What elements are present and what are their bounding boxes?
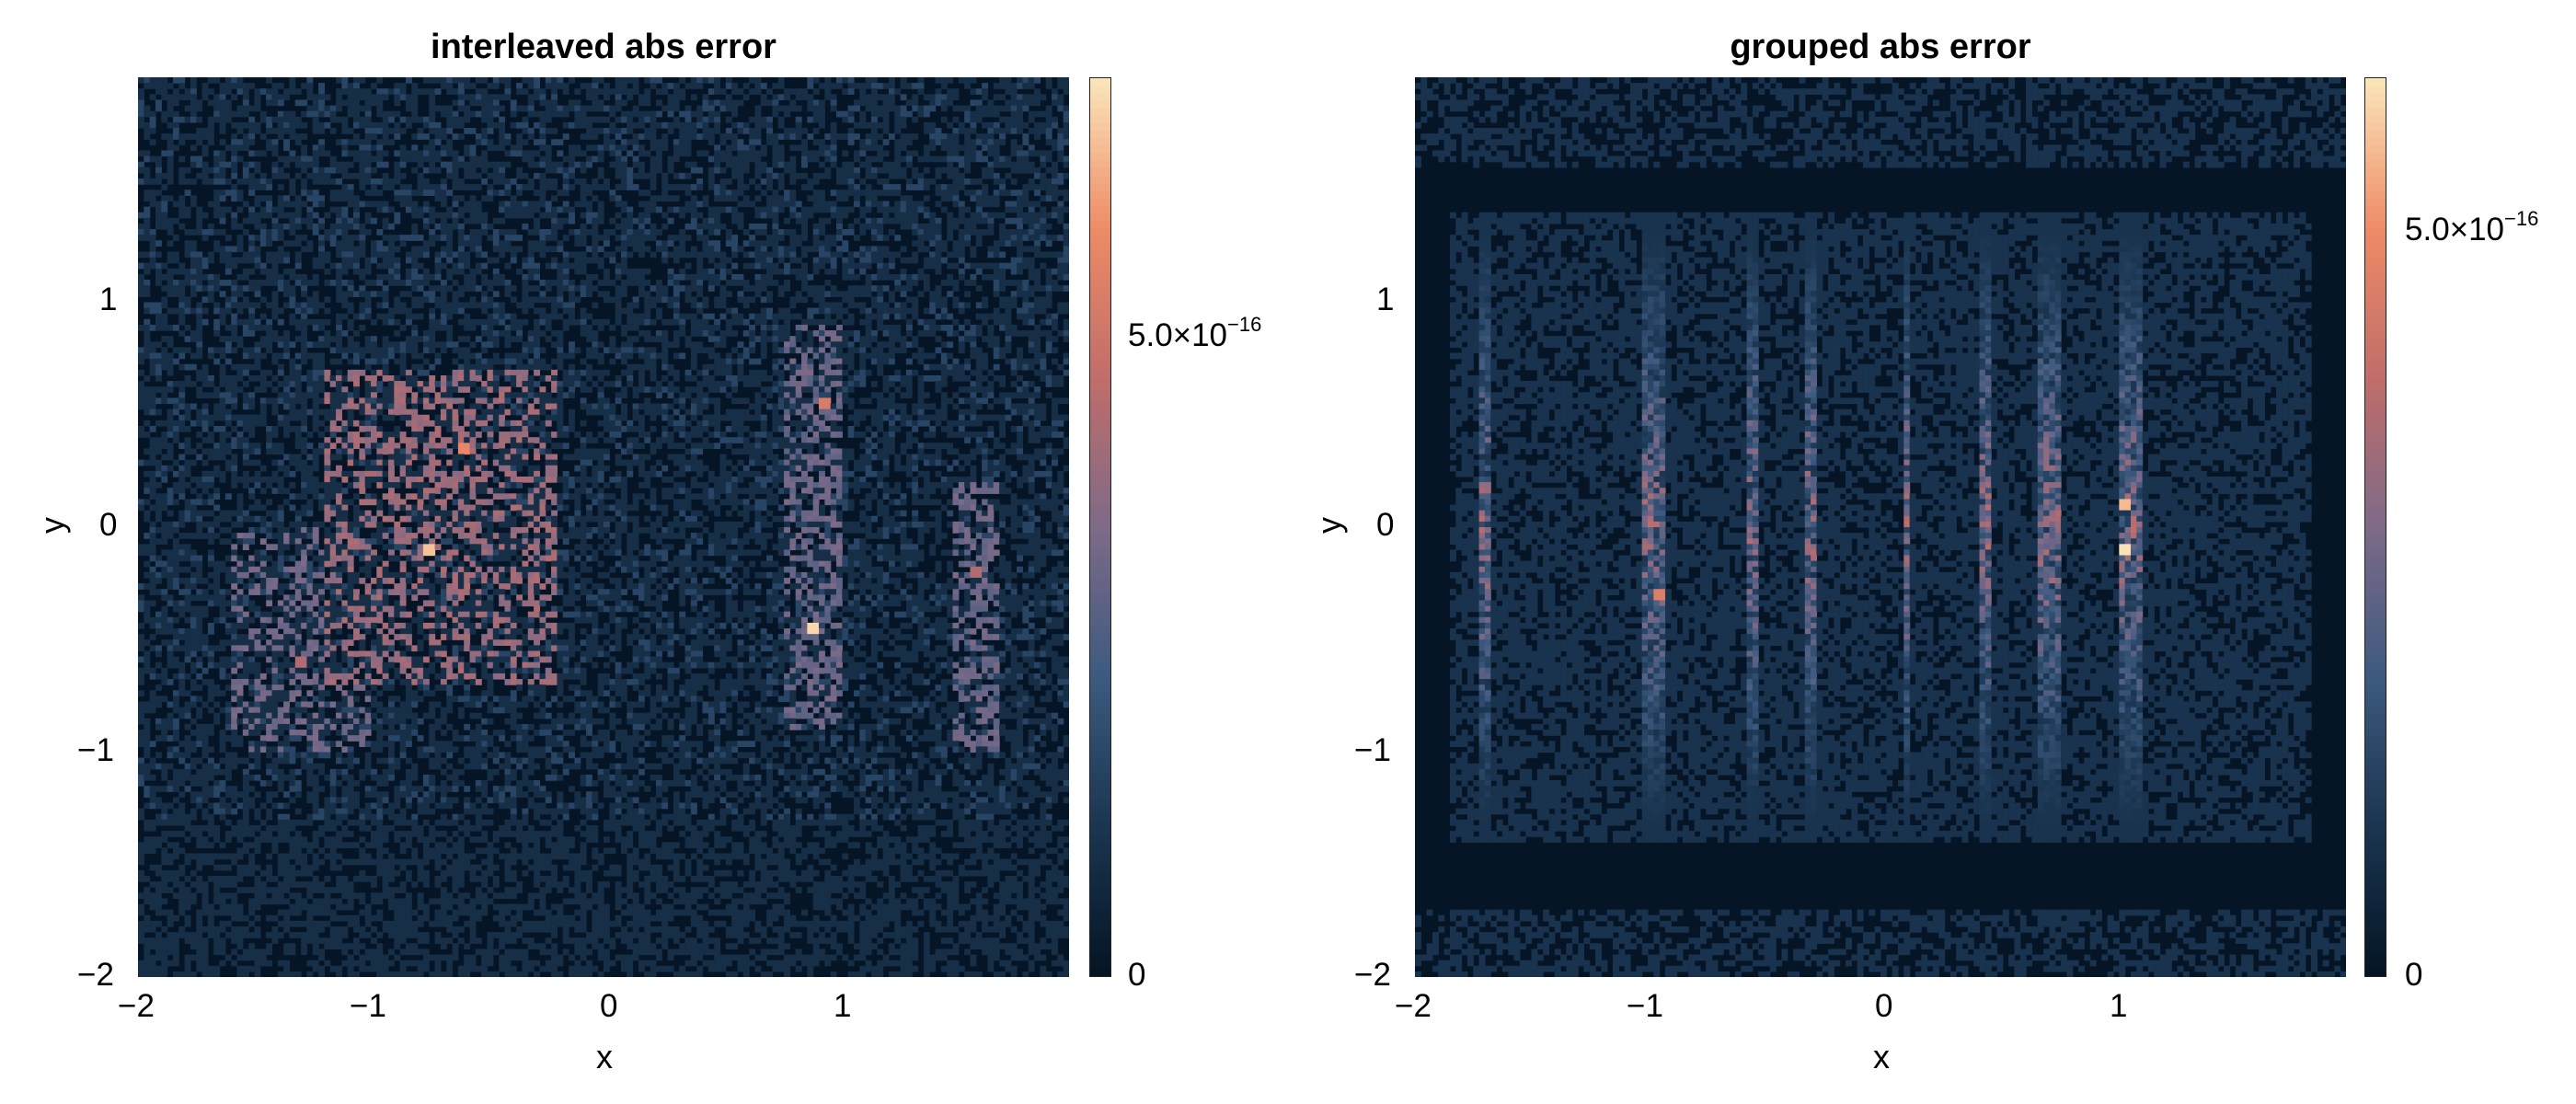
- y-tick-label: 0: [99, 507, 117, 544]
- x-tick-label: 1: [2110, 988, 2127, 1025]
- x-tick-label: 0: [1875, 988, 1892, 1025]
- heatmap-plot-area: [1415, 77, 2346, 977]
- y-tick-label: 0: [1376, 507, 1394, 544]
- y-tick-label: −2: [1354, 957, 1391, 994]
- heatmap-cells: [1415, 77, 2346, 977]
- x-axis-label: x: [596, 1038, 613, 1076]
- heatmap-plot-area: [138, 77, 1069, 977]
- colorbar: [1089, 77, 1111, 977]
- y-tick-label: −1: [77, 732, 114, 769]
- y-tick-label: 1: [99, 282, 117, 318]
- right-chart-panel: grouped abs error 0 5.0×10−16 −2 −1 0 1 …: [1288, 0, 2576, 1104]
- x-tick-label: −1: [350, 988, 386, 1025]
- left-chart-panel: interleaved abs error 0 5.0×10−16 −2 −1 …: [33, 28, 1261, 1076]
- x-tick-label: −2: [118, 988, 155, 1025]
- y-axis-label: y: [1310, 517, 1349, 534]
- colorbar-tick-label-0: 0: [2405, 957, 2422, 994]
- x-tick-label: 0: [600, 988, 617, 1025]
- x-tick-label: −2: [1395, 988, 1432, 1025]
- colorbar: [2364, 77, 2386, 977]
- colorbar-tick-label-0: 0: [1128, 957, 1145, 994]
- colorbar-gradient: [2365, 78, 2386, 977]
- y-tick-label: 1: [1376, 282, 1394, 318]
- colorbar-tick-label-5e-16: 5.0×10−16: [2405, 207, 2538, 248]
- heatmap-cells: [138, 77, 1069, 977]
- x-axis-label: x: [1873, 1038, 1890, 1076]
- colorbar-tick-label-5e-16: 5.0×10−16: [1128, 313, 1261, 354]
- chart-title: grouped abs error: [1415, 28, 2346, 67]
- y-tick-label: −1: [1354, 732, 1391, 769]
- colorbar-gradient: [1090, 78, 1110, 977]
- y-tick-label: −2: [77, 957, 114, 994]
- x-tick-label: 1: [834, 988, 851, 1025]
- chart-title: interleaved abs error: [138, 28, 1069, 67]
- y-axis-label: y: [33, 517, 72, 534]
- x-tick-label: −1: [1627, 988, 1663, 1025]
